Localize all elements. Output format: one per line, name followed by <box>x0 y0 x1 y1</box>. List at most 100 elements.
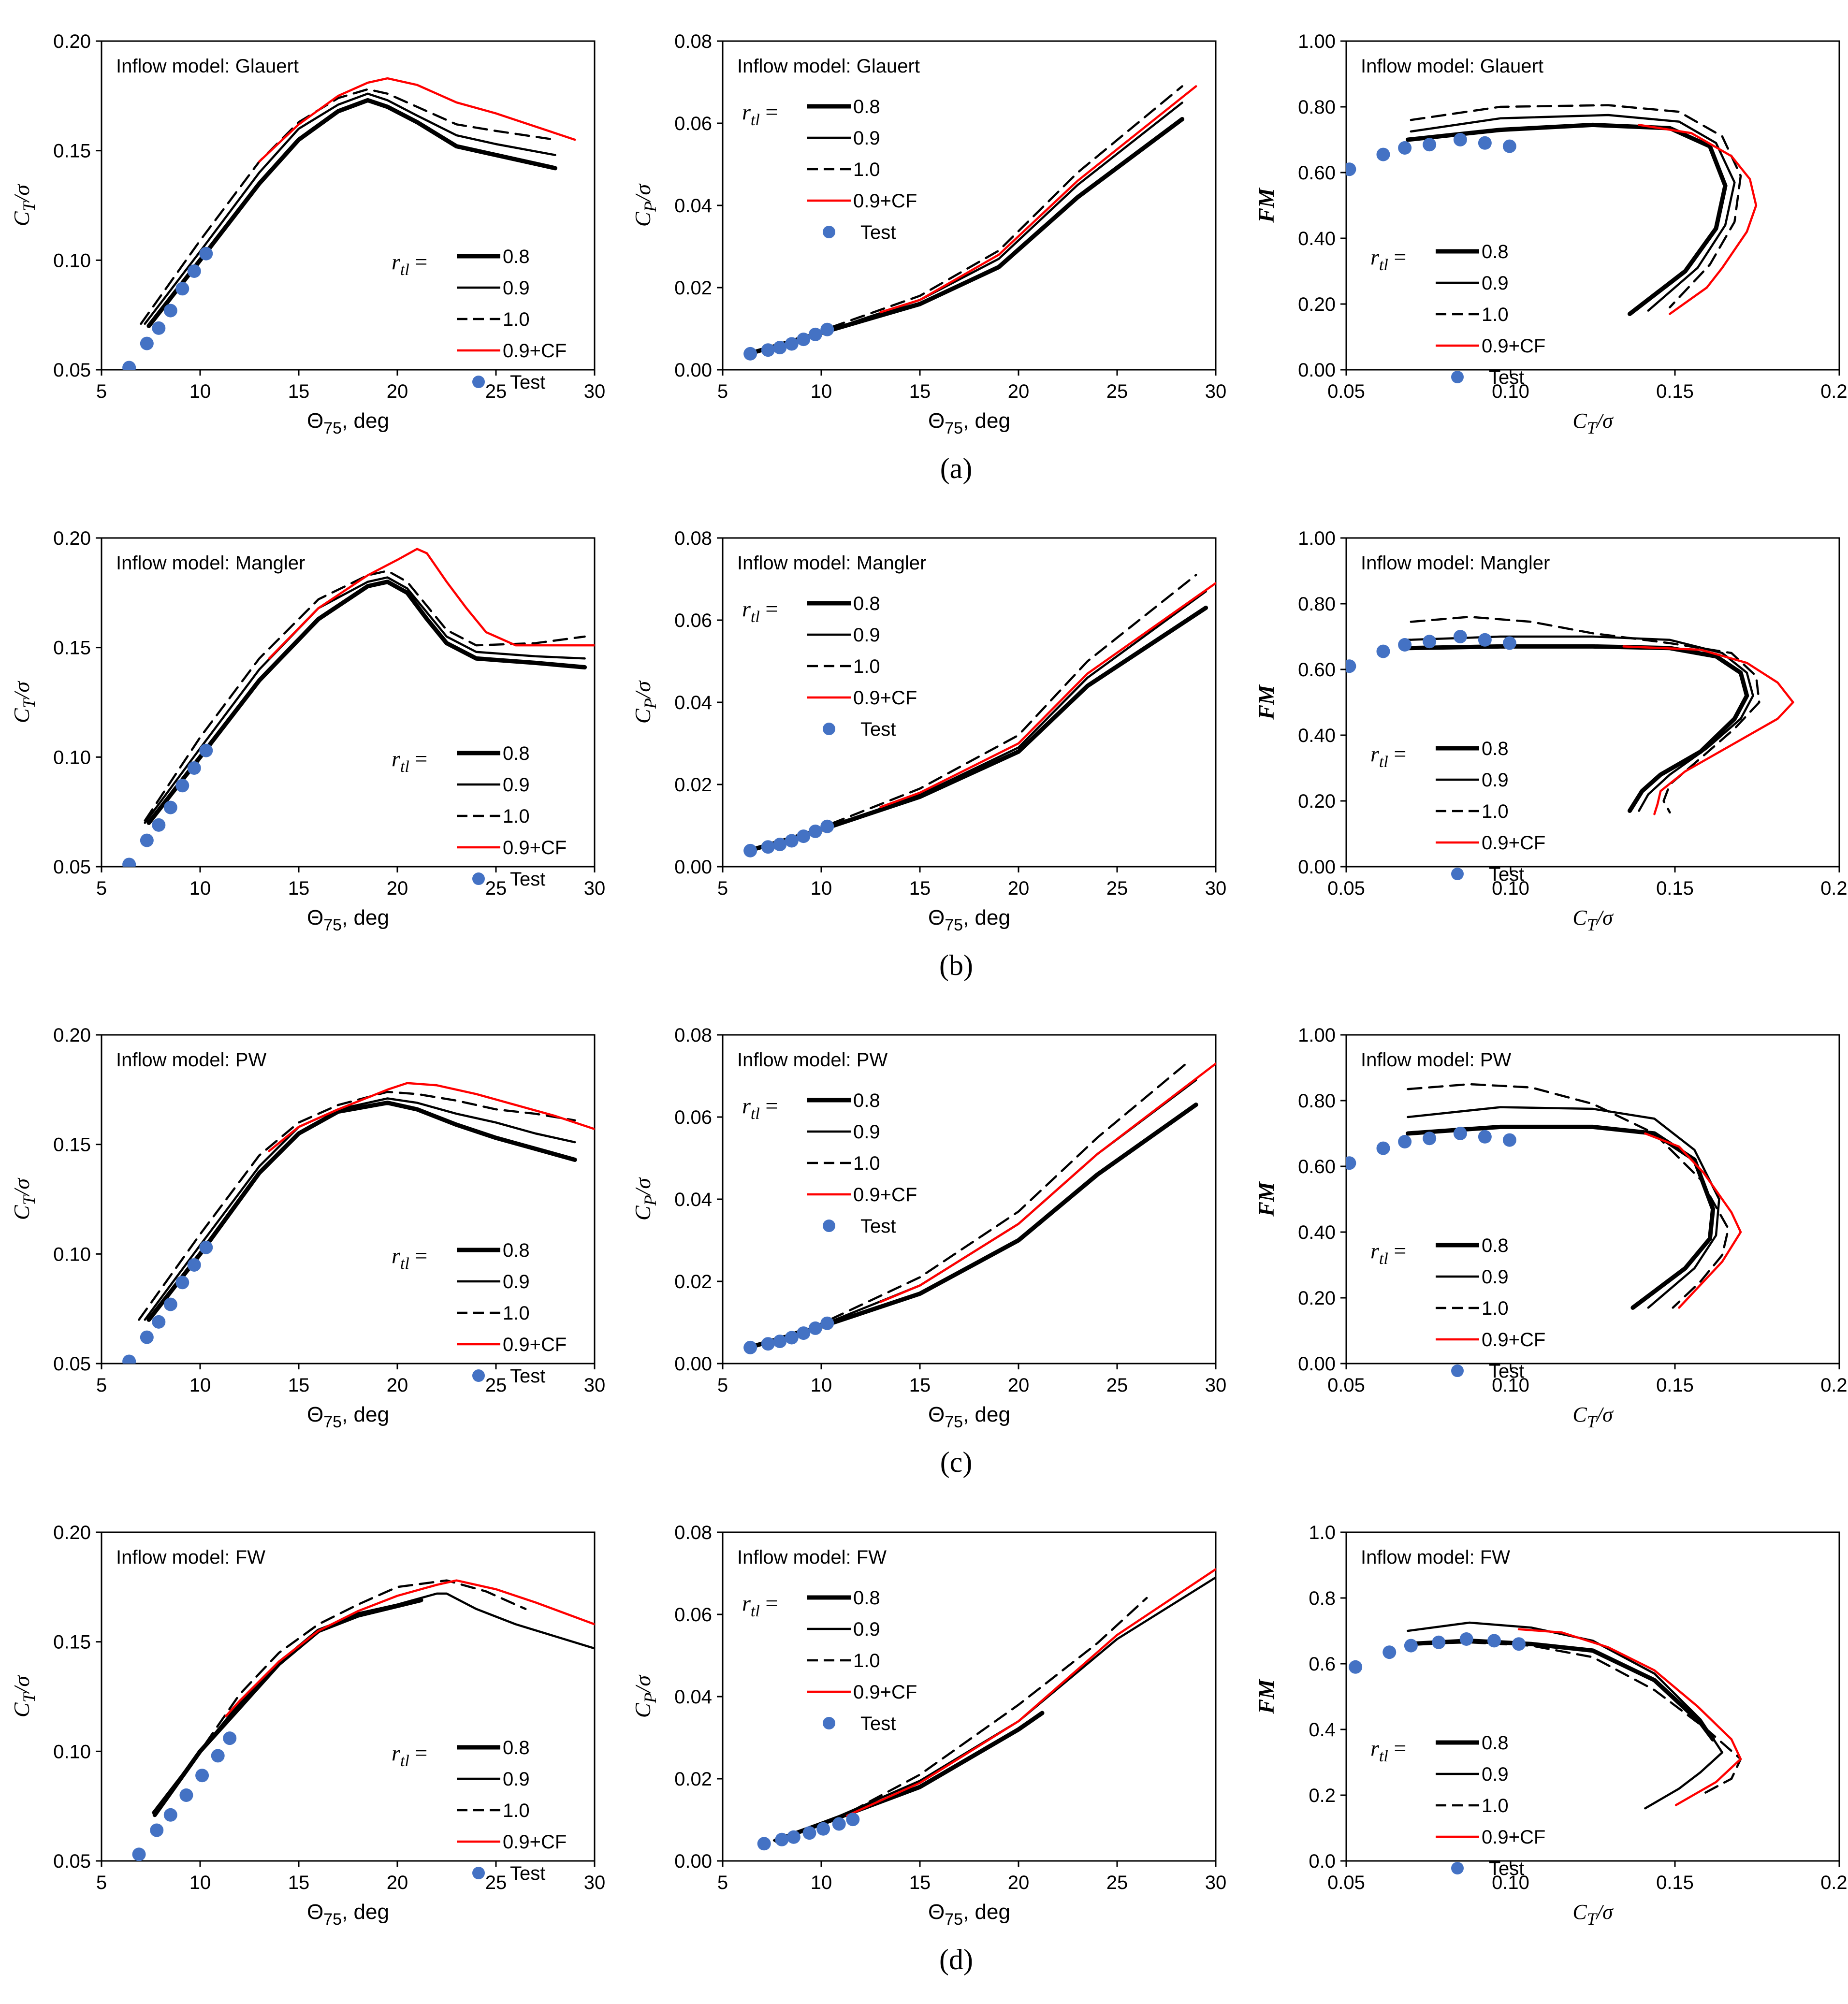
legend-marker-test <box>472 1369 485 1382</box>
y-tick-label: 0.4 <box>1309 1719 1336 1741</box>
x-tick-label: 5 <box>96 1375 107 1396</box>
test-point <box>797 829 811 843</box>
test-point <box>199 247 213 261</box>
series-line-0-8 <box>1406 644 1749 813</box>
x-tick-label: 10 <box>189 1872 211 1893</box>
test-point <box>175 1276 189 1290</box>
y-tick-label: 0.08 <box>674 528 712 549</box>
test-point <box>122 1354 136 1364</box>
test-point <box>1398 638 1412 652</box>
row-label-a: (a) <box>940 452 973 484</box>
legend-label: 0.9+CF <box>1482 832 1545 854</box>
inflow-model-annotation: Inflow model: Glauert <box>116 56 299 77</box>
y-tick-label: 0.05 <box>53 360 91 381</box>
series-line-0-8 <box>1406 1638 1716 1742</box>
legend-label: 0.9 <box>1482 770 1509 791</box>
series-line-0-9 <box>772 1576 1216 1842</box>
legend-label: 1.0 <box>1482 1298 1509 1319</box>
test-point <box>1478 136 1492 150</box>
y-tick-label: 0.80 <box>1298 97 1336 118</box>
y-tick-label: 0.00 <box>674 1851 712 1872</box>
legend-label: 0.8 <box>503 1240 530 1261</box>
legend-label: Test <box>860 1216 896 1237</box>
x-tick-label: 0.05 <box>1327 1375 1365 1396</box>
plot-data <box>132 1579 595 1861</box>
row-label-d: (d) <box>939 1944 973 1975</box>
test-point <box>152 818 166 832</box>
x-tick-label: 25 <box>1106 381 1128 402</box>
y-tick-label: 0.04 <box>674 1189 712 1210</box>
test-point <box>211 1749 225 1763</box>
test-point <box>785 337 799 351</box>
test-point <box>187 1258 201 1272</box>
inflow-model-annotation: Inflow model: FW <box>737 1547 887 1568</box>
series-line-0-9 <box>749 1079 1197 1349</box>
series-line-1-0 <box>749 1062 1188 1349</box>
legend-title: rtl = <box>742 596 778 626</box>
legend-label: 0.8 <box>1482 1235 1509 1256</box>
series-line-0-9 <box>749 590 1207 852</box>
y-tick-label: 0.00 <box>674 360 712 381</box>
test-point <box>199 1240 213 1254</box>
x-tick-label: 20 <box>1008 878 1030 899</box>
plot-frame <box>722 40 1217 371</box>
inflow-model-annotation: Inflow model: PW <box>737 1049 888 1071</box>
test-point <box>743 1340 757 1354</box>
x-tick-label: 15 <box>909 1375 931 1396</box>
row-label-c: (c) <box>940 1446 973 1478</box>
y-tick-label: 0.04 <box>674 195 712 217</box>
legend-label: 0.9+CF <box>503 837 567 858</box>
legend-label: 0.9 <box>503 1271 530 1292</box>
legend: rtl = 0.8 0.9 1.0 0.9+CF Test <box>392 246 567 393</box>
test-point <box>1376 1141 1390 1155</box>
test-point <box>1423 1132 1437 1146</box>
test-point <box>820 819 834 833</box>
plot-data <box>743 85 1197 361</box>
x-tick-label: 0.05 <box>1327 1872 1365 1893</box>
legend: rtl = 0.8 0.9 1.0 0.9+CF Test <box>742 1090 917 1237</box>
x-tick-label: 5 <box>717 381 728 402</box>
plot-frame <box>722 1531 1217 1862</box>
series-line-0-9-cf <box>1517 1628 1742 1806</box>
test-point <box>761 1337 775 1351</box>
series-line-0-9-cf <box>1622 645 1794 815</box>
y-tick-label: 0.05 <box>53 1851 91 1872</box>
x-tick-label: 5 <box>717 1872 728 1893</box>
legend: rtl = 0.8 0.9 1.0 0.9+CF Test <box>1370 1732 1545 1879</box>
plot-data <box>1346 615 1794 815</box>
test-point <box>223 1731 237 1745</box>
chart-panel-3-1: 5 10 15 20 25 30 0.00 0.02 0.04 0.06 0.08 Θ75, deg C… <box>630 1522 1226 1929</box>
test-point <box>775 1832 789 1846</box>
x-tick-label: 10 <box>811 1375 832 1396</box>
legend: rtl = 0.8 0.9 1.0 0.9+CF Test <box>742 1587 917 1734</box>
y-axis-label: CP/σ <box>630 1674 660 1718</box>
x-tick-label: 30 <box>1205 878 1227 899</box>
legend-marker-test <box>1451 371 1464 383</box>
legend-label: 0.8 <box>1482 241 1509 262</box>
legend-label: Test <box>1489 367 1524 388</box>
legend-label: 1.0 <box>1482 304 1509 325</box>
series-line-0-8 <box>1406 122 1728 316</box>
legend-label: 0.8 <box>853 593 880 614</box>
test-point <box>797 1326 811 1340</box>
legend: rtl = 0.8 0.9 1.0 0.9+CF Test <box>392 1737 567 1884</box>
plot-data <box>122 548 595 867</box>
chart-panel-0-0: 5 10 15 20 25 30 0.05 0.10 0.15 0.20 Θ75, deg CT/σ I… <box>9 31 605 437</box>
series-line-1-0 <box>849 1597 1148 1813</box>
y-tick-label: 0.05 <box>53 1353 91 1375</box>
x-tick-label: 0.10 <box>1492 381 1529 402</box>
plot-frame <box>1345 1034 1840 1365</box>
y-tick-label: 0.60 <box>1298 659 1336 681</box>
legend: rtl = 0.8 0.9 1.0 0.9+CF Test <box>742 593 917 740</box>
legend-marker-test <box>1451 1862 1464 1874</box>
test-point <box>808 327 822 341</box>
x-tick-label: 5 <box>96 878 107 899</box>
test-point <box>832 1817 846 1831</box>
legend-label: 1.0 <box>853 159 880 180</box>
test-point <box>773 1335 787 1349</box>
x-tick-label: 20 <box>1008 1375 1030 1396</box>
legend: rtl = 0.8 0.9 1.0 0.9+CF Test <box>1370 738 1545 885</box>
series-line-0-9 <box>144 1097 576 1321</box>
